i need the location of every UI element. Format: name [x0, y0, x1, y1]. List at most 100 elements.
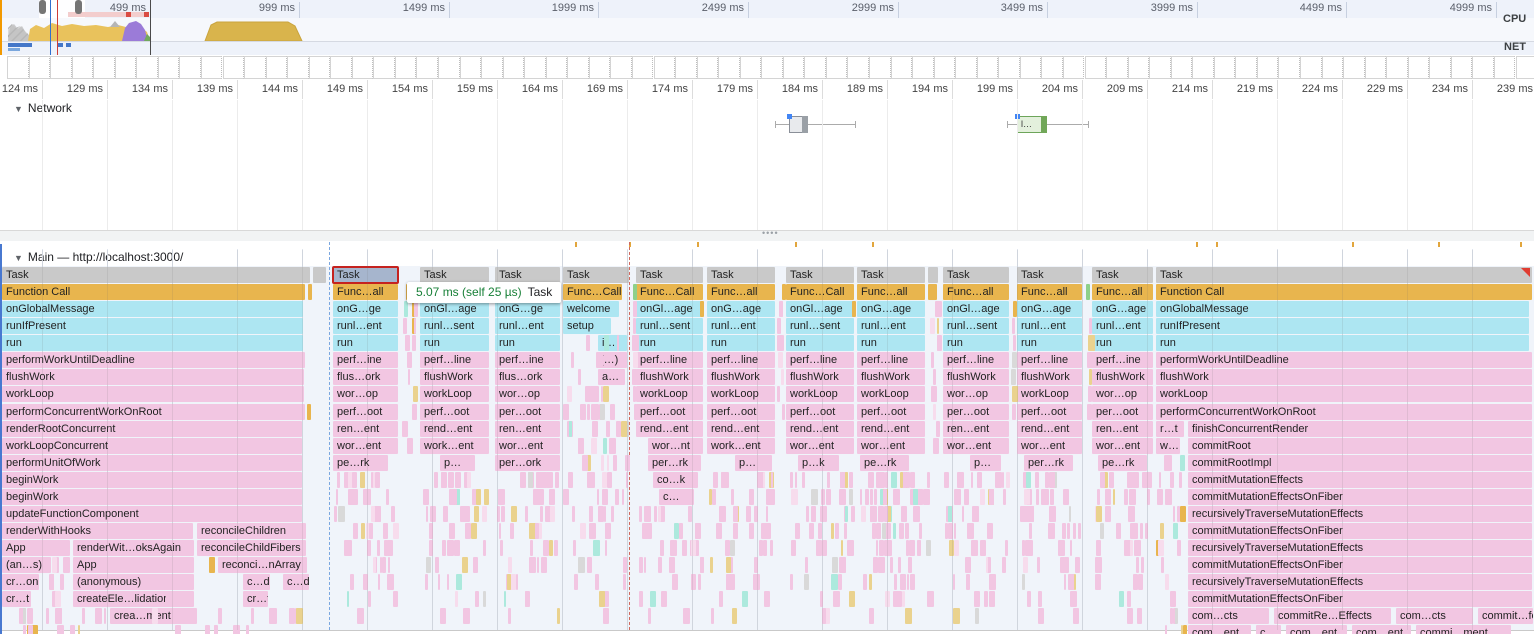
screenshot-frame[interactable]: [1019, 56, 1042, 79]
flame-fragment[interactable]: [646, 523, 652, 539]
flame-frame[interactable]: perf…line: [707, 352, 775, 368]
flame-frame[interactable]: reconci…nArray: [218, 557, 307, 573]
flame-frame[interactable]: commitMutationEffectsOnFiber: [1188, 523, 1532, 539]
flame-fragment[interactable]: [218, 608, 222, 624]
flame-fragment[interactable]: [383, 540, 389, 556]
window-handle-right[interactable]: [75, 0, 82, 14]
screenshot-frame[interactable]: [933, 56, 956, 79]
flame-frame[interactable]: runl…ent: [333, 318, 398, 334]
flame-fragment[interactable]: [563, 489, 569, 505]
flame-frame[interactable]: ren…ent: [943, 421, 1009, 437]
screenshot-frame[interactable]: [244, 56, 266, 79]
flame-fragment[interactable]: [669, 540, 676, 556]
flame-fragment[interactable]: [1044, 472, 1050, 488]
flame-fragment[interactable]: [1175, 608, 1178, 624]
screenshot-frame[interactable]: [93, 56, 115, 79]
flame-fragment[interactable]: [879, 506, 885, 522]
flame-fragment[interactable]: [1164, 574, 1170, 590]
flame-frame[interactable]: per…ork: [495, 455, 560, 471]
flame-fragment[interactable]: [833, 591, 841, 607]
flame-fragment[interactable]: [1087, 352, 1094, 368]
flame-fragment[interactable]: [563, 404, 569, 420]
flame-fragment[interactable]: [1012, 335, 1016, 351]
flame-fragment[interactable]: [602, 472, 607, 488]
flame-fragment[interactable]: [54, 591, 61, 607]
flame-fragment[interactable]: [1141, 557, 1145, 573]
flame-fragment[interactable]: [604, 523, 612, 539]
flame-fragment[interactable]: [953, 523, 957, 539]
flame-frame[interactable]: rend…ent: [420, 421, 489, 437]
flame-fragment[interactable]: [166, 591, 170, 607]
flame-fragment[interactable]: [1145, 472, 1152, 488]
screenshot-frame[interactable]: [567, 56, 589, 79]
flame-fragment[interactable]: [336, 472, 341, 488]
flame-fragment[interactable]: [874, 506, 878, 522]
flame-fragment[interactable]: [1050, 489, 1055, 505]
flame-frame[interactable]: rend…ent: [786, 421, 854, 437]
flame-fragment[interactable]: [425, 574, 429, 590]
screenshot-frame[interactable]: [869, 56, 891, 79]
flame-fragment[interactable]: [876, 523, 882, 539]
screenshot-frame[interactable]: [847, 56, 869, 79]
flame-frame[interactable]: renderWithHooks: [2, 523, 193, 539]
flame-fragment[interactable]: [463, 608, 471, 624]
flame-frame[interactable]: perf…line: [857, 352, 925, 368]
flame-fragment[interactable]: [404, 301, 409, 317]
flame-fragment[interactable]: [374, 557, 378, 573]
flame-frame[interactable]: p…: [440, 455, 475, 471]
flame-frame[interactable]: onGlobalMessage: [1156, 301, 1529, 317]
flame-frame[interactable]: flushWork: [420, 369, 489, 385]
flame-fragment[interactable]: [725, 574, 730, 590]
flame-fragment[interactable]: [1170, 608, 1174, 624]
flame-fragment[interactable]: [603, 335, 610, 351]
flame-fragment[interactable]: [1157, 489, 1164, 505]
flame-frame[interactable]: workLoop: [786, 386, 854, 402]
flame-fragment[interactable]: [1099, 523, 1105, 539]
flame-frame[interactable]: Task: [495, 267, 560, 283]
flame-fragment[interactable]: [908, 557, 912, 573]
flame-frame[interactable]: wor…ent: [1017, 438, 1082, 454]
screenshot-frame[interactable]: [1127, 56, 1150, 79]
flame-frame[interactable]: wor…ent: [333, 438, 398, 454]
flame-fragment[interactable]: [1129, 472, 1133, 488]
flame-frame[interactable]: workLoopConcurrent: [2, 438, 302, 454]
screenshot-frame[interactable]: [373, 56, 395, 79]
flame-frame[interactable]: wor…ent: [1092, 438, 1153, 454]
flame-fragment[interactable]: [391, 506, 396, 522]
flame-fragment[interactable]: [952, 574, 955, 590]
flame-frame[interactable]: Task: [943, 267, 1009, 283]
flame-fragment[interactable]: [961, 506, 964, 522]
flame-fragment[interactable]: [151, 574, 158, 590]
flame-fragment[interactable]: [556, 608, 560, 624]
flame-fragment[interactable]: [351, 489, 355, 505]
screenshot-frame[interactable]: [1170, 56, 1193, 79]
flame-fragment[interactable]: [882, 489, 887, 505]
flame-fragment[interactable]: [447, 540, 454, 556]
screenshot-frame[interactable]: [7, 56, 29, 79]
flame-fragment[interactable]: [729, 540, 736, 556]
flame-fragment[interactable]: [383, 523, 389, 539]
flame-fragment[interactable]: [545, 506, 552, 522]
screenshot-frame[interactable]: [157, 56, 180, 79]
flame-fragment[interactable]: [615, 421, 621, 437]
flame-fragment[interactable]: [1158, 540, 1165, 556]
flame-fragment[interactable]: [935, 301, 942, 317]
flame-fragment[interactable]: [623, 557, 627, 573]
flame-frame[interactable]: perf…oot: [636, 404, 703, 420]
flame-fragment[interactable]: [668, 557, 675, 573]
flame-fragment[interactable]: [1049, 506, 1056, 522]
screenshot-frame[interactable]: [1364, 56, 1387, 79]
flame-fragment[interactable]: [848, 591, 855, 607]
flame-fragment[interactable]: [633, 386, 636, 402]
flame-fragment[interactable]: [515, 574, 519, 590]
flame-fragment[interactable]: [777, 318, 781, 334]
flame-fragment[interactable]: [931, 352, 934, 368]
flame-fragment[interactable]: [377, 506, 381, 522]
flame-fragment[interactable]: [425, 506, 428, 522]
flame-fragment[interactable]: [524, 591, 530, 607]
flame-frame[interactable]: recursivelyTraverseMutationEffects: [1188, 506, 1532, 522]
flame-frame[interactable]: onGl…age: [943, 301, 1009, 317]
flame-fragment[interactable]: [806, 506, 810, 522]
screenshot-frame[interactable]: [588, 56, 611, 79]
flame-fragment[interactable]: [52, 591, 56, 607]
